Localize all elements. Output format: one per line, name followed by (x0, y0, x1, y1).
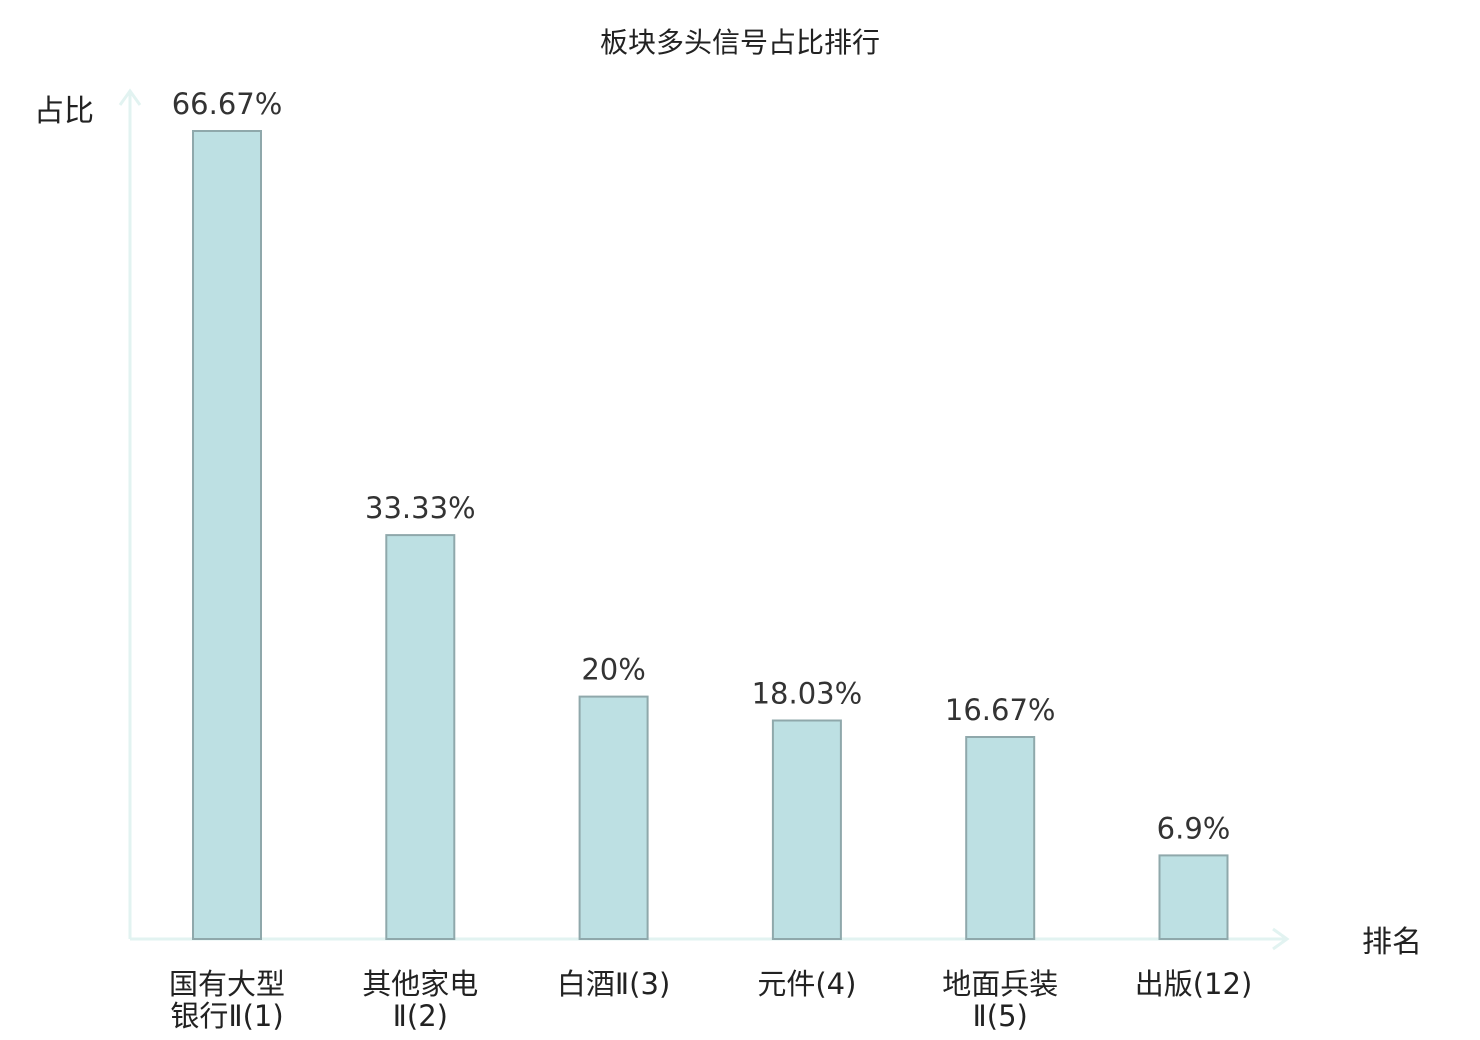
x-tick-label: 白酒Ⅱ(3) (557, 967, 670, 1001)
bar (771, 719, 842, 940)
bar-value-label: 20% (581, 653, 645, 687)
bar (578, 695, 649, 940)
bar-value-label: 66.67% (172, 87, 283, 121)
x-tick-label: 出版(12) (1135, 967, 1253, 1001)
axes (118, 88, 1290, 951)
bar (1158, 854, 1229, 941)
x-axis-arrow-icon (1272, 927, 1290, 951)
x-tick-label: 其他家电 (362, 967, 478, 1001)
x-tick-label: 银行Ⅱ(1) (170, 999, 283, 1033)
bar (385, 534, 456, 940)
bars-group (192, 130, 1229, 941)
bar-value-label: 18.03% (752, 677, 863, 711)
y-axis-label: 占比 (34, 94, 94, 129)
bar (192, 130, 262, 940)
value-labels-group: 66.67% 33.33% 20% 18.03% 16.67% 6.9% (172, 87, 1231, 845)
x-tick-label: Ⅱ(2) (393, 999, 448, 1033)
x-tick-label: 地面兵装 (942, 967, 1058, 1001)
bar (965, 736, 1036, 940)
x-tick-label: Ⅱ(5) (973, 999, 1028, 1033)
x-tick-label: 国有大型 (169, 967, 285, 1001)
y-axis-arrow-icon (118, 88, 142, 106)
bar-value-label: 16.67% (945, 693, 1056, 727)
bar-value-label: 6.9% (1157, 811, 1231, 845)
x-tick-label: 元件(4) (757, 967, 856, 1001)
chart-title: 板块多头信号占比排行 (600, 26, 880, 59)
x-axis-label: 排名 (1362, 925, 1422, 960)
bar-value-label: 33.33% (365, 491, 476, 525)
